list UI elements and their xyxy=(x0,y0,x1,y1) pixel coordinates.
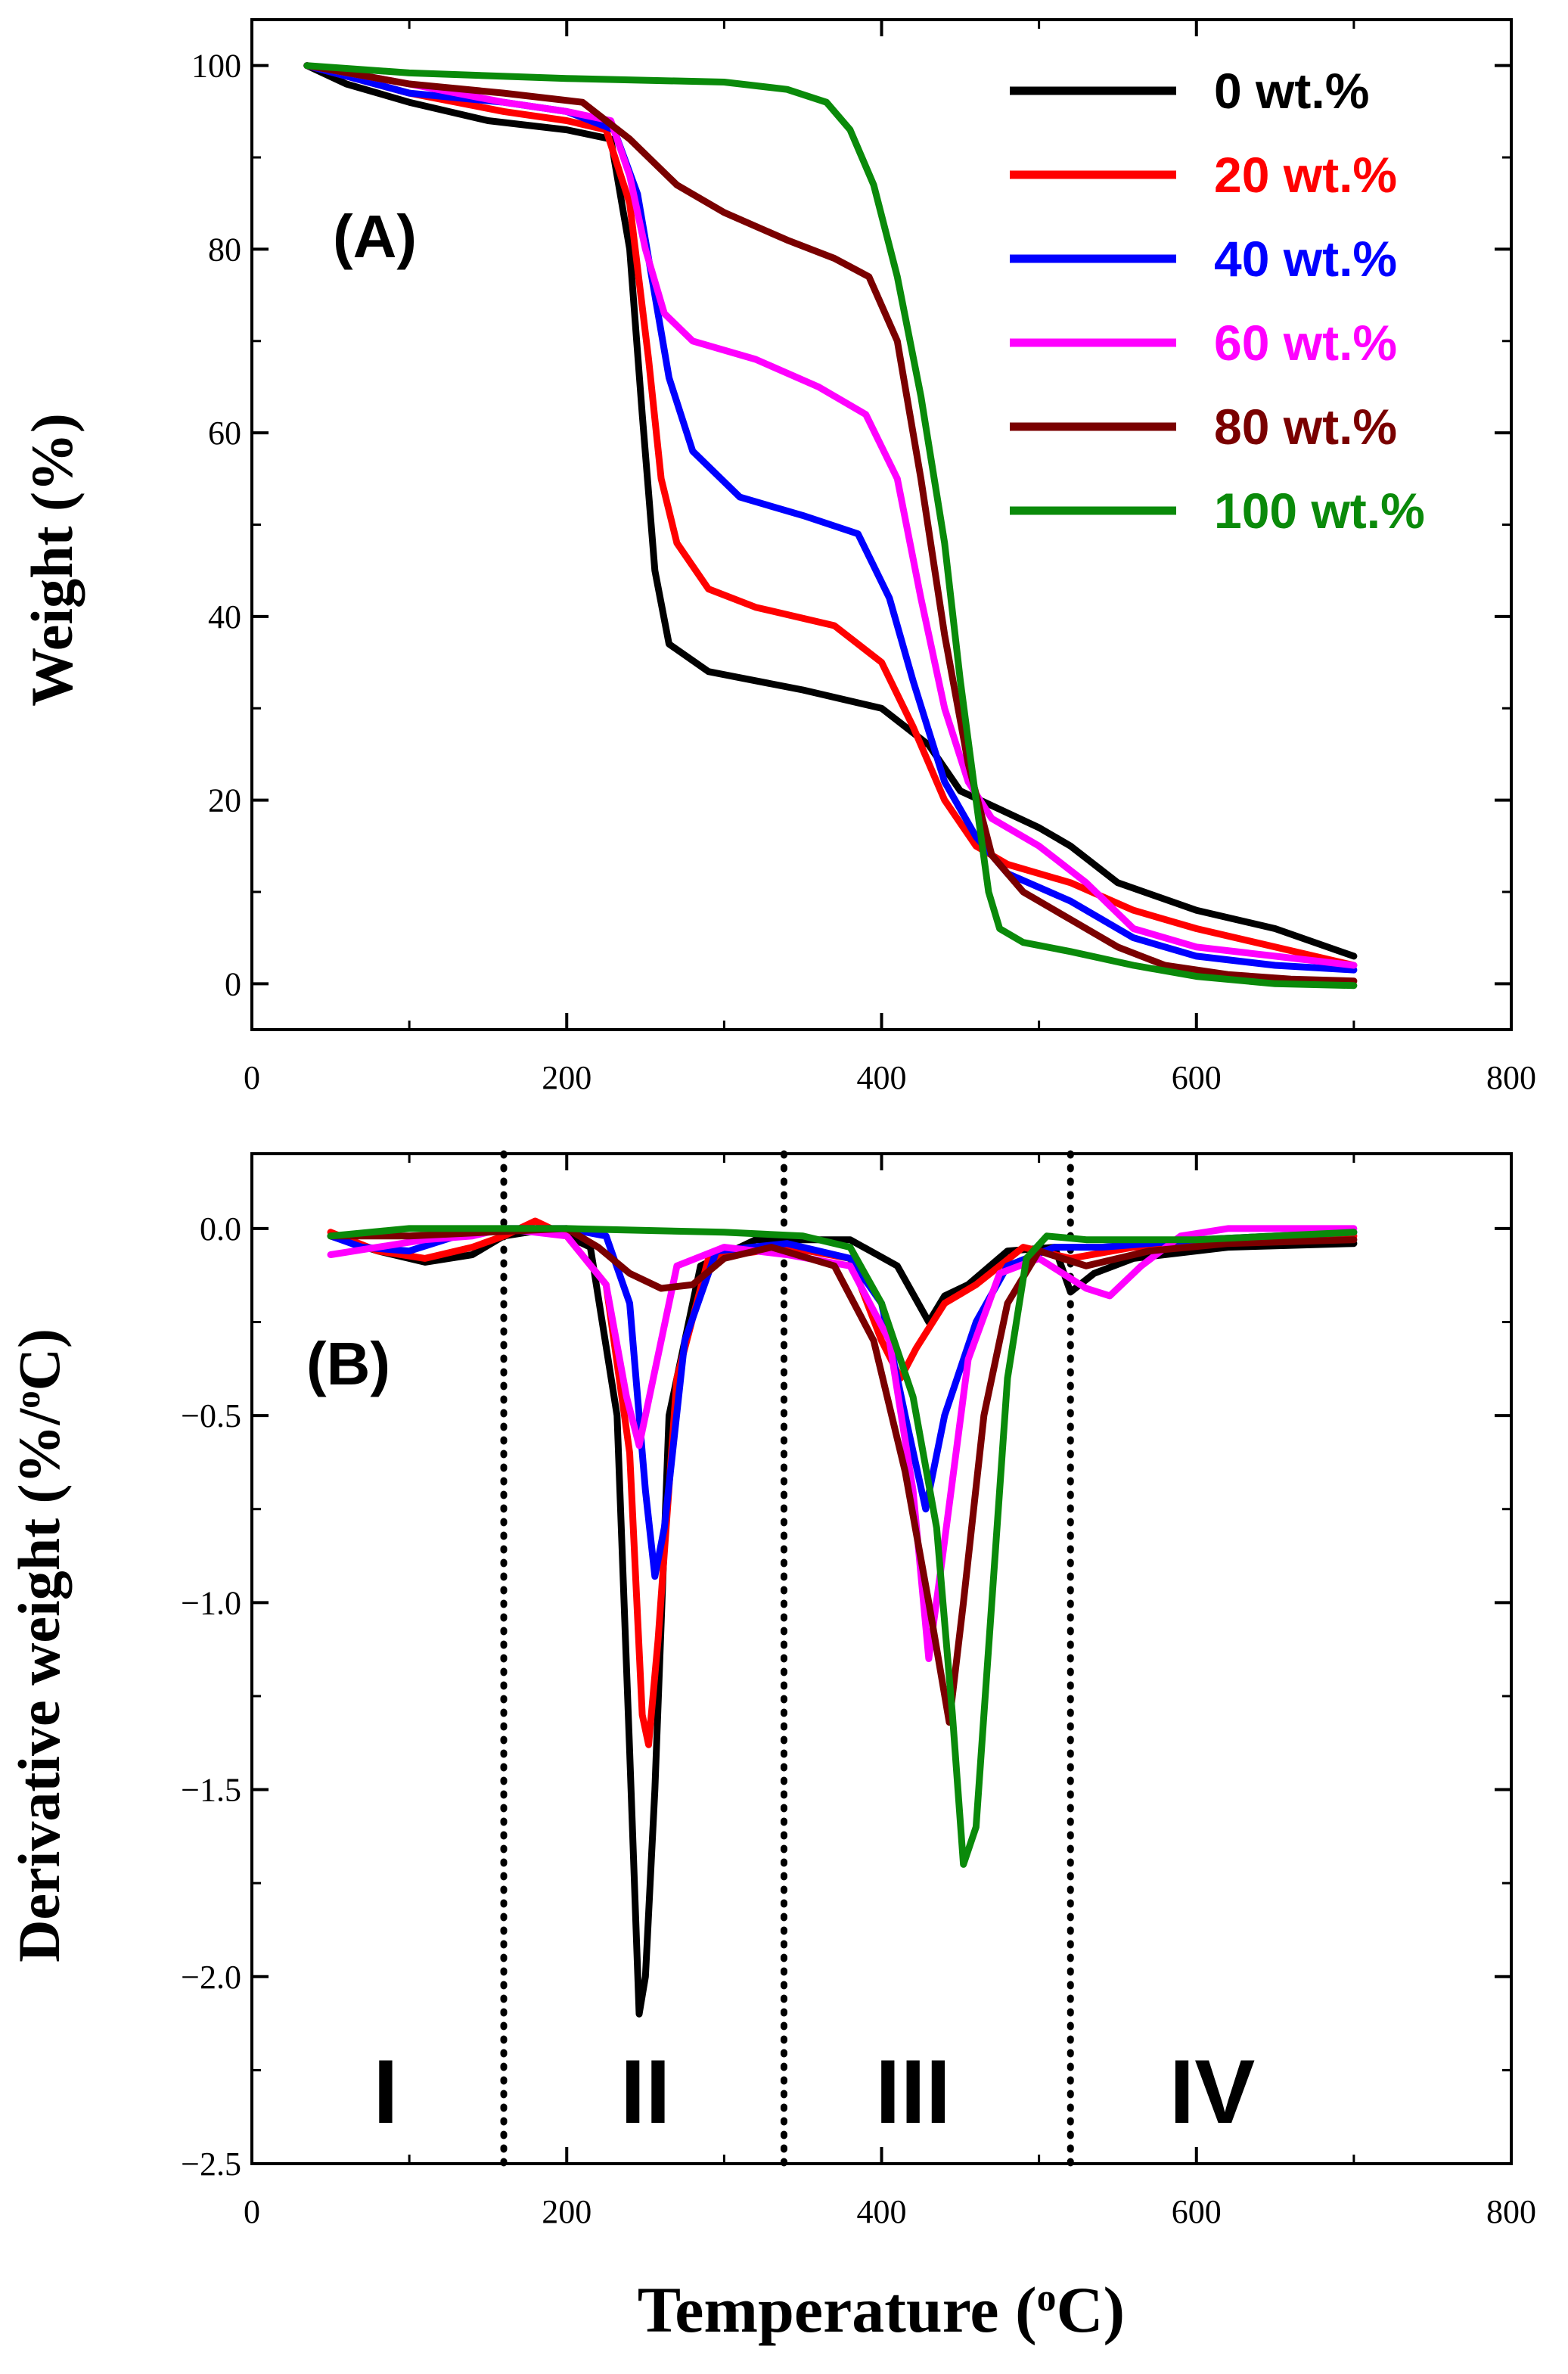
panel-a-x-tick-label: 800 xyxy=(1486,1059,1536,1096)
panel-a-y-tick-label: 100 xyxy=(191,48,241,85)
legend-label-0-wt: 0 wt.% xyxy=(1214,63,1369,119)
panel-b-x-tick-label: 200 xyxy=(542,2193,591,2230)
panel-a-series-80-wt xyxy=(303,62,1358,985)
panel-a-y-tick-label: 40 xyxy=(208,598,241,635)
panel-a-series-60-wt xyxy=(303,62,1358,969)
panel-b-y-tick-label: −1.5 xyxy=(181,1772,241,1809)
panel-b-y-tick-label: −1.0 xyxy=(181,1584,241,1621)
panel-a-weight-chart: 0 200 400 600 800 0 20 40 60 80 100 (A) Weight (%)… xyxy=(19,18,1536,1096)
panel-a-y-tick-label: 80 xyxy=(208,231,241,268)
panel-b-label: (B) xyxy=(306,1330,390,1397)
panel-b-x-tick-label: 800 xyxy=(1486,2193,1536,2230)
panel-a-series-40-wt xyxy=(303,62,1358,974)
legend: 0 wt.% 20 wt.% 40 wt.% 60 wt.% 80 wt.% 100 wt… xyxy=(1010,63,1425,539)
region-label-ii: II xyxy=(620,2041,671,2143)
panel-a-series xyxy=(303,62,1358,990)
panel-a-series-0-wt xyxy=(303,62,1358,960)
legend-label-60-wt: 60 wt.% xyxy=(1214,315,1397,371)
panel-b-series-80-wt xyxy=(327,1225,1358,1726)
panel-a-x-tick-label: 400 xyxy=(857,1059,907,1096)
panel-b-y-tick-label: −2.0 xyxy=(181,1959,241,1996)
panel-b-series-20-wt xyxy=(327,1217,1358,1748)
panel-b-y-tick-label: −2.5 xyxy=(181,2146,241,2183)
legend-label-40-wt: 40 wt.% xyxy=(1214,231,1397,287)
panel-b-x-tick-label: 600 xyxy=(1172,2193,1222,2230)
panel-b-y-tick-label: 0.0 xyxy=(200,1210,241,1248)
panel-b-x-tick-label: 400 xyxy=(857,2193,907,2230)
panel-a-y-tick-label: 20 xyxy=(208,782,241,819)
panel-b-y-tick-label: −0.5 xyxy=(181,1397,241,1434)
panel-b-regions: I II III IV xyxy=(373,1150,1255,2167)
panel-b-x-tick-label: 0 xyxy=(244,2193,260,2230)
region-label-iv: IV xyxy=(1169,2041,1255,2143)
panel-a-y-tick-label: 0 xyxy=(225,965,241,1002)
panel-a-ticks: 0 200 400 600 800 0 20 40 60 80 100 xyxy=(191,20,1536,1096)
legend-label-100-wt: 100 wt.% xyxy=(1214,483,1425,539)
region-label-iii: III xyxy=(875,2041,951,2143)
legend-label-80-wt: 80 wt.% xyxy=(1214,399,1397,455)
panel-b-y-axis-title: Derivative weight (%/oC) xyxy=(6,1328,72,1962)
panel-b-series xyxy=(327,1217,1358,2018)
legend-label-20-wt: 20 wt.% xyxy=(1214,147,1397,203)
x-axis-title: Temperature (oC) xyxy=(638,2273,1125,2346)
panel-a-y-tick-label: 60 xyxy=(208,415,241,452)
panel-a-series-100-wt xyxy=(303,62,1358,990)
panel-a-x-tick-label: 0 xyxy=(244,1059,260,1096)
panel-a-x-tick-label: 200 xyxy=(542,1059,591,1096)
panel-b-series-100-wt xyxy=(327,1225,1358,1868)
panel-a-label: (A) xyxy=(333,203,417,270)
panel-b-ticks: 0 200 400 600 800 0.0 −0.5 −1.0 −1.5 −2.0 −2.5 xyxy=(181,1154,1536,2230)
panel-a-y-axis-title: Weight (%) xyxy=(19,413,85,707)
panel-b-y-axis-title-text: Derivative weight (%/oC) xyxy=(6,1328,72,1962)
panel-a-x-tick-label: 600 xyxy=(1172,1059,1222,1096)
region-label-i: I xyxy=(373,2041,398,2143)
